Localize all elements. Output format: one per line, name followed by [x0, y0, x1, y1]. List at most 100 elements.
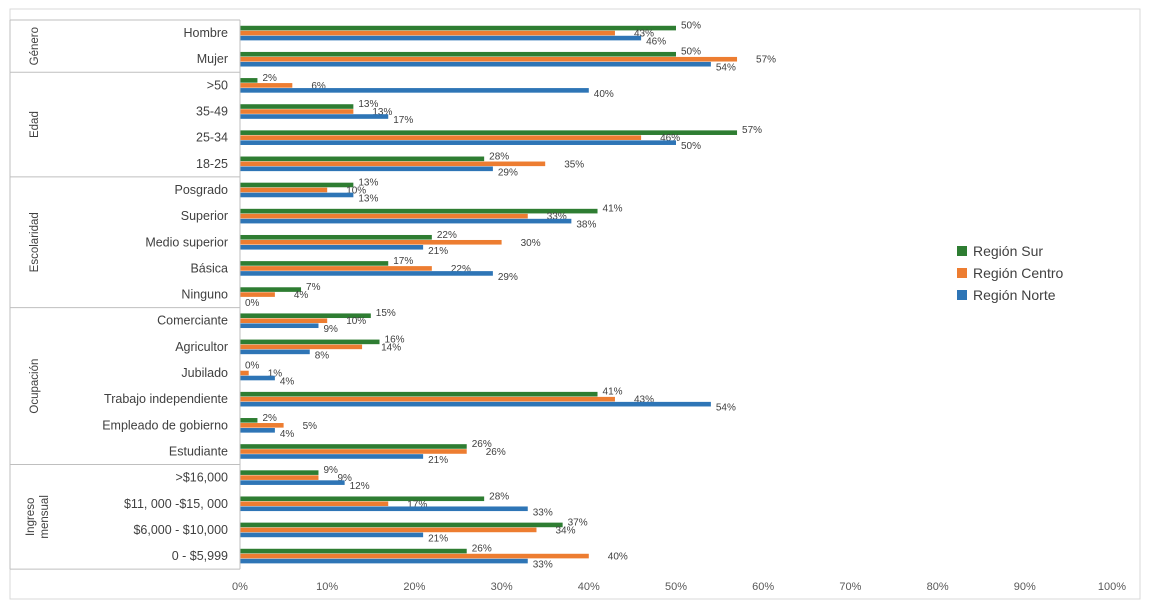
bar-region-centro [240, 553, 589, 559]
data-label: 21% [428, 533, 448, 544]
data-label: 15% [376, 308, 396, 319]
data-label: 17% [393, 256, 413, 267]
bar-region-sur [240, 391, 598, 397]
data-label: 43% [634, 29, 654, 40]
bar-region-norte [240, 506, 528, 512]
category-label: Comerciante [157, 314, 228, 328]
bar-region-centro [240, 501, 389, 507]
group-label: Ingreso mensual [25, 495, 51, 538]
category-label: 18-25 [196, 157, 228, 171]
x-tick-label: 10% [316, 581, 338, 593]
data-label: 22% [437, 230, 457, 241]
bar-region-centro [240, 56, 738, 62]
chart-legend: Región Sur Región Centro Región Norte [957, 240, 1063, 306]
bar-region-sur [240, 548, 467, 554]
data-label: 13% [358, 193, 378, 204]
category-label: Básica [190, 261, 228, 275]
data-label: 5% [303, 421, 318, 432]
category-label: Estudiante [169, 444, 228, 458]
data-label: 1% [268, 369, 283, 380]
x-tick-label: 30% [491, 581, 513, 593]
bar-region-sur [240, 208, 598, 214]
bar-region-norte [240, 323, 319, 329]
data-label: 2% [262, 73, 277, 84]
bar-region-sur [240, 313, 371, 319]
data-label: 29% [498, 272, 518, 283]
data-label: 16% [385, 334, 405, 345]
legend-item-centro: Región Centro [957, 262, 1063, 284]
data-label: 26% [472, 439, 492, 450]
bar-region-norte [240, 271, 493, 276]
legend-swatch-sur [957, 246, 967, 256]
bar-region-norte [240, 88, 589, 93]
category-label: >50 [207, 78, 228, 92]
data-label: 13% [358, 99, 378, 110]
bar-region-centro [240, 527, 537, 533]
category-label: Hombre [184, 26, 229, 40]
data-label: 4% [280, 429, 295, 440]
data-label: 46% [646, 37, 666, 48]
bar-region-sur [240, 104, 354, 109]
bar-region-sur [240, 522, 563, 528]
bar-region-centro [240, 292, 275, 297]
data-label: 43% [634, 395, 654, 406]
category-label: 35-49 [196, 105, 228, 119]
bar-region-sur [240, 287, 302, 292]
bar-region-centro [240, 239, 502, 245]
data-label: 50% [681, 141, 701, 152]
bar-region-sur [240, 339, 380, 345]
data-label: 13% [372, 107, 392, 118]
bar-region-centro [240, 83, 293, 88]
bar-region-sur [240, 51, 676, 57]
bar-region-norte [240, 140, 676, 145]
bar-region-centro [240, 318, 328, 324]
x-tick-label: 0% [232, 581, 248, 593]
data-label: 28% [489, 151, 509, 162]
data-label: 0% [245, 298, 260, 309]
bar-region-sur [240, 444, 467, 449]
data-label: 28% [489, 491, 509, 502]
data-label: 50% [681, 47, 701, 58]
legend-item-sur: Región Sur [957, 240, 1063, 262]
data-label: 35% [564, 159, 584, 170]
bar-region-centro [240, 449, 467, 454]
x-tick-label: 80% [927, 581, 949, 593]
bar-region-sur [240, 25, 676, 31]
data-label: 29% [498, 167, 518, 178]
bar-region-sur [240, 78, 258, 83]
data-label: 37% [568, 517, 588, 528]
legend-label-norte: Región Norte [973, 287, 1056, 303]
bar-region-sur [240, 470, 319, 475]
bar-region-centro [240, 475, 319, 480]
data-label: 14% [381, 342, 401, 353]
bar-region-norte [240, 480, 345, 485]
x-tick-label: 70% [839, 581, 861, 593]
data-label: 38% [576, 220, 596, 231]
category-label: Trabajo independiente [104, 392, 228, 406]
bar-region-sur [240, 234, 432, 240]
x-tick-label: 90% [1014, 581, 1036, 593]
data-label: 40% [608, 552, 628, 563]
category-label: $6,000 - $10,000 [133, 523, 228, 537]
x-tick-label: 20% [403, 581, 425, 593]
category-label: Jubilado [181, 366, 228, 380]
bar-region-norte [240, 558, 528, 564]
bar-region-centro [240, 370, 249, 376]
bar-region-sur [240, 496, 485, 502]
bar-region-norte [240, 375, 275, 381]
category-label: Superior [181, 209, 228, 223]
bar-region-centro [240, 135, 642, 140]
bar-region-centro [240, 266, 432, 271]
bar-region-sur [240, 418, 258, 423]
data-label: 34% [555, 525, 575, 536]
data-label: 40% [594, 89, 614, 100]
data-label: 46% [660, 133, 680, 144]
data-label: 10% [346, 316, 366, 327]
data-label: 30% [521, 238, 541, 249]
category-label: $11, 000 -$15, 000 [124, 497, 228, 511]
data-label: 26% [486, 447, 506, 458]
bar-region-norte [240, 192, 354, 198]
data-label: 9% [323, 465, 338, 476]
data-label: 57% [742, 125, 762, 136]
